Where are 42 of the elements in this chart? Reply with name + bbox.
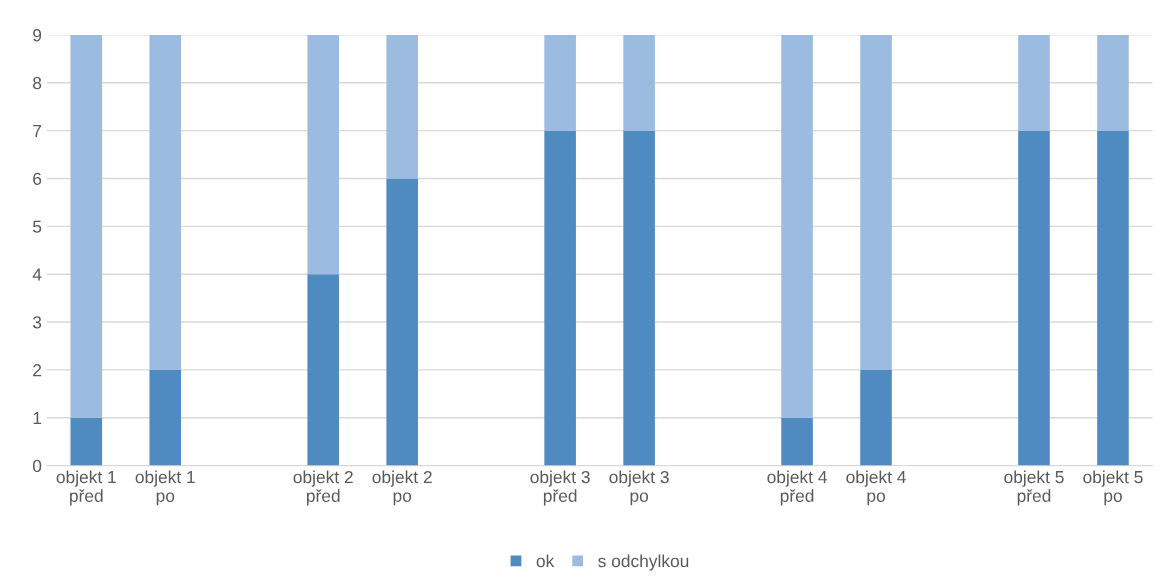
bar xyxy=(860,369,892,466)
x-tick-label: objekt 2 před xyxy=(293,470,353,506)
bar xyxy=(860,34,892,370)
bar xyxy=(1018,34,1050,131)
bar xyxy=(623,130,655,466)
bar xyxy=(544,130,576,466)
legend-label: ok xyxy=(536,554,555,568)
bar xyxy=(1097,34,1129,131)
bar xyxy=(623,34,655,131)
x-tick-label: objekt 3 po xyxy=(609,470,669,506)
bar xyxy=(307,34,340,275)
bar xyxy=(149,34,182,370)
bar xyxy=(70,417,103,466)
x-tick-label: objekt 5 po xyxy=(1083,470,1143,506)
x-tick-label: objekt 1 před xyxy=(56,470,116,506)
x-tick-label: objekt 2 po xyxy=(372,470,432,506)
bar xyxy=(1018,130,1050,466)
x-tick-label: objekt 1 po xyxy=(135,470,195,506)
bar xyxy=(544,34,576,131)
bar xyxy=(781,34,813,418)
y-tick-label: 0 xyxy=(32,459,42,473)
x-tick-label: objekt 4 před xyxy=(767,470,827,506)
x-tick-label: objekt 3 před xyxy=(530,470,590,506)
bar xyxy=(1097,130,1129,466)
y-tick-label: 3 xyxy=(32,316,42,329)
x-tick-label: objekt 4 po xyxy=(846,470,906,506)
y-tick-label: 5 xyxy=(32,220,42,233)
y-tick-label: 2 xyxy=(33,364,42,377)
y-tick-label: 4 xyxy=(32,268,42,281)
y-tick-label: 1 xyxy=(33,412,42,425)
bar xyxy=(149,369,182,466)
x-tick-label: objekt 5 před xyxy=(1004,470,1064,506)
legend-label: s odchylkou xyxy=(598,554,689,571)
bar xyxy=(70,34,103,418)
y-tick-label: 7 xyxy=(33,124,42,137)
y-tick-label: 9 xyxy=(33,29,42,42)
bar xyxy=(781,417,813,466)
y-tick-label: 8 xyxy=(33,76,42,90)
bar xyxy=(307,274,340,466)
bar xyxy=(386,178,418,466)
y-tick-label: 6 xyxy=(33,172,42,185)
bar xyxy=(386,34,418,179)
